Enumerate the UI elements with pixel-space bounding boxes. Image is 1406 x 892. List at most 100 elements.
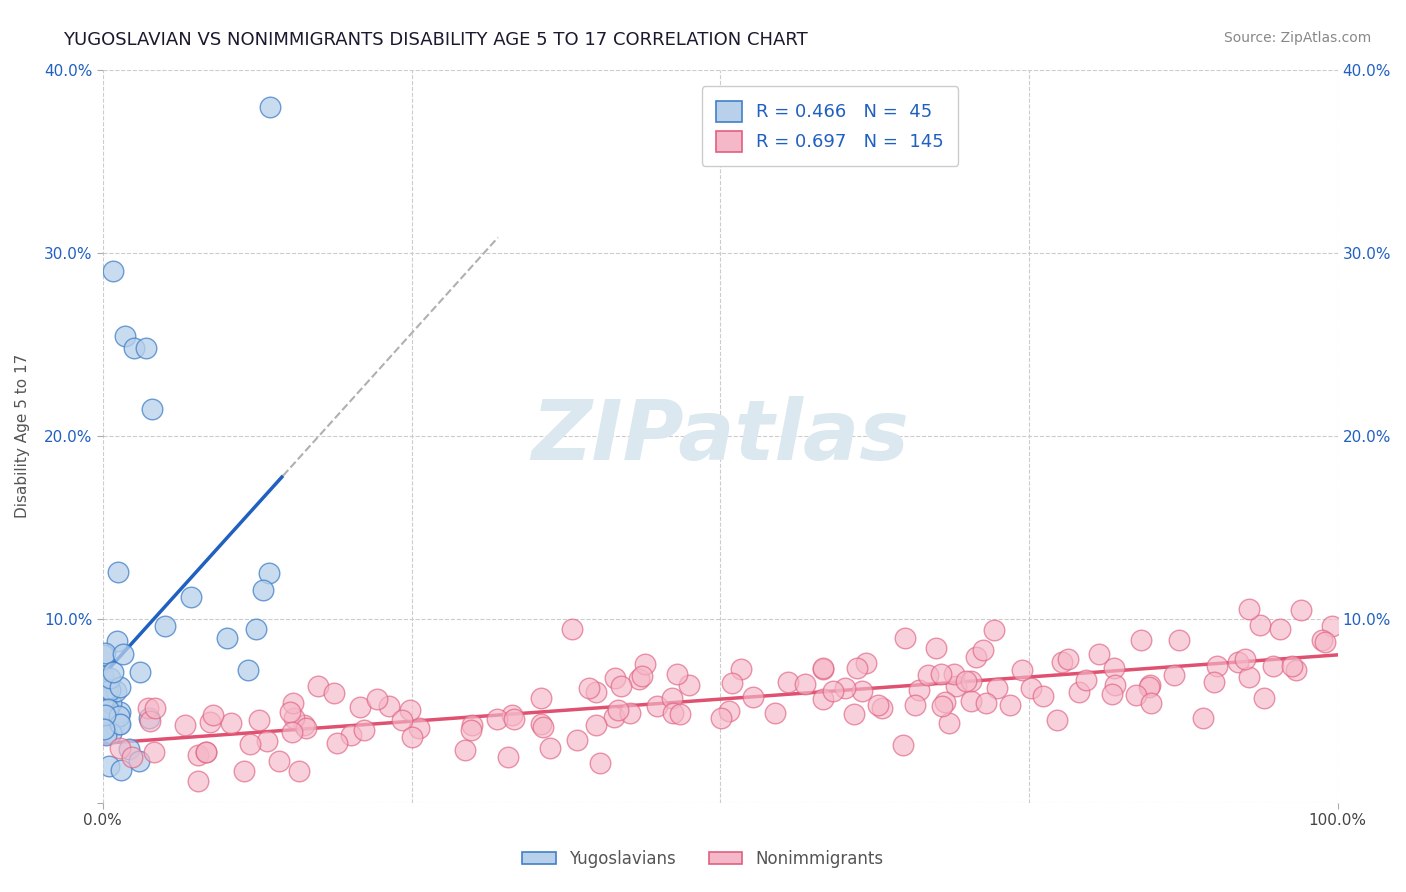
Point xyxy=(283,711,305,725)
Point xyxy=(662,706,685,720)
Point xyxy=(603,710,626,724)
Point xyxy=(929,666,952,681)
Point xyxy=(281,696,304,710)
Point xyxy=(378,698,401,713)
Point xyxy=(180,591,202,605)
Point xyxy=(236,663,259,677)
Point xyxy=(609,679,631,693)
Point xyxy=(742,690,765,704)
Point xyxy=(485,712,508,726)
Point xyxy=(1067,685,1090,699)
Point xyxy=(269,754,291,768)
Point xyxy=(1139,678,1161,692)
Point xyxy=(776,675,799,690)
Point xyxy=(1237,602,1260,616)
Point xyxy=(1125,688,1147,702)
Point xyxy=(100,725,122,739)
Point xyxy=(247,713,270,727)
Point xyxy=(965,650,987,665)
Point xyxy=(98,759,121,773)
Point xyxy=(1104,678,1126,692)
Point xyxy=(585,718,607,732)
Point xyxy=(1074,673,1097,687)
Point xyxy=(202,708,225,723)
Point xyxy=(1285,663,1308,677)
Point xyxy=(1019,681,1042,696)
Point xyxy=(1011,663,1033,677)
Point xyxy=(219,716,242,731)
Point xyxy=(1268,622,1291,636)
Point xyxy=(945,679,967,693)
Point xyxy=(122,342,145,356)
Point xyxy=(972,643,994,657)
Point xyxy=(986,681,1008,695)
Point xyxy=(846,661,869,675)
Point xyxy=(111,647,134,661)
Point xyxy=(108,717,131,731)
Point xyxy=(366,691,388,706)
Point xyxy=(619,706,641,720)
Point xyxy=(721,676,744,690)
Point xyxy=(821,684,844,698)
Point xyxy=(139,714,162,728)
Point xyxy=(194,745,217,759)
Point xyxy=(1050,655,1073,669)
Point xyxy=(97,701,120,715)
Y-axis label: Disability Age 5 to 17: Disability Age 5 to 17 xyxy=(15,354,30,518)
Point xyxy=(280,706,302,720)
Point xyxy=(98,671,121,685)
Point xyxy=(143,745,166,759)
Point xyxy=(578,681,600,696)
Point xyxy=(121,750,143,764)
Point xyxy=(606,703,628,717)
Point xyxy=(198,714,221,729)
Point xyxy=(891,738,914,752)
Point xyxy=(307,679,329,693)
Point xyxy=(813,692,835,706)
Point xyxy=(252,582,274,597)
Point xyxy=(811,661,834,675)
Point xyxy=(143,701,166,715)
Point xyxy=(108,717,131,731)
Point xyxy=(114,328,136,343)
Point xyxy=(239,737,262,751)
Point xyxy=(105,634,128,648)
Point xyxy=(666,666,689,681)
Point xyxy=(917,667,939,681)
Point xyxy=(974,696,997,710)
Point xyxy=(295,721,318,735)
Point xyxy=(91,669,114,683)
Point xyxy=(105,684,128,698)
Text: ZIPatlas: ZIPatlas xyxy=(531,396,910,477)
Point xyxy=(1253,690,1275,705)
Point xyxy=(855,657,877,671)
Point xyxy=(391,714,413,728)
Point xyxy=(931,699,953,714)
Point xyxy=(257,566,280,580)
Point xyxy=(1046,713,1069,727)
Point xyxy=(669,706,692,721)
Point xyxy=(454,743,477,757)
Point xyxy=(844,706,866,721)
Point xyxy=(1239,670,1261,684)
Point xyxy=(661,690,683,705)
Point xyxy=(1204,674,1226,689)
Point xyxy=(763,706,786,720)
Point xyxy=(955,674,977,689)
Point xyxy=(101,665,124,679)
Point xyxy=(1289,603,1312,617)
Point xyxy=(1101,687,1123,701)
Point xyxy=(934,695,956,709)
Point xyxy=(195,746,218,760)
Point xyxy=(108,705,131,719)
Point xyxy=(530,690,553,705)
Point xyxy=(323,686,346,700)
Point xyxy=(155,618,177,632)
Point xyxy=(647,698,669,713)
Point xyxy=(943,667,966,681)
Point xyxy=(174,718,197,732)
Point xyxy=(730,662,752,676)
Legend: Yugoslavians, Nonimmigrants: Yugoslavians, Nonimmigrants xyxy=(516,844,890,875)
Point xyxy=(1163,667,1185,681)
Point xyxy=(503,712,526,726)
